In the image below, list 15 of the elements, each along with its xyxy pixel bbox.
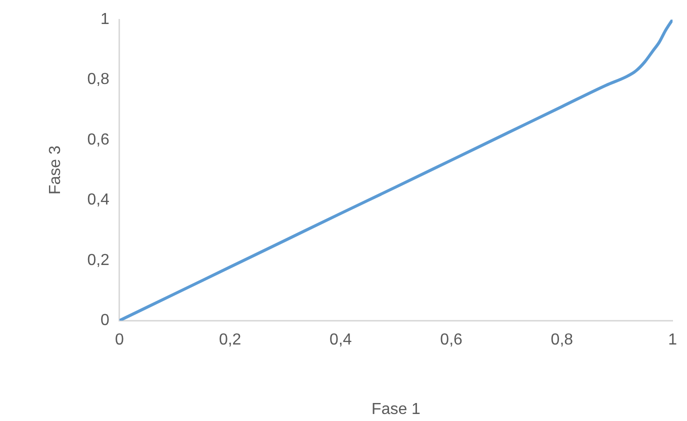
y-tick-label: 1 bbox=[100, 11, 110, 28]
x-tick-label: 1 bbox=[668, 332, 678, 349]
line-series bbox=[119, 20, 673, 321]
y-tick-label: 0 bbox=[100, 312, 110, 330]
y-axis-title: Fase 3 bbox=[47, 146, 64, 195]
y-tick-label: 0,4 bbox=[87, 192, 110, 209]
x-tick-label: 0 bbox=[114, 332, 124, 349]
x-tick-label: 0,8 bbox=[550, 332, 574, 349]
x-axis-title: Fase 1 bbox=[372, 400, 421, 418]
x-tick-label: 0,6 bbox=[440, 332, 463, 349]
y-tick-label: 0,8 bbox=[87, 71, 110, 88]
y-tick-label: 0,2 bbox=[87, 252, 110, 269]
x-tick-label: 0,4 bbox=[330, 332, 352, 349]
y-tick-label: 0,6 bbox=[87, 131, 110, 148]
x-tick-label: 0,2 bbox=[218, 332, 242, 349]
